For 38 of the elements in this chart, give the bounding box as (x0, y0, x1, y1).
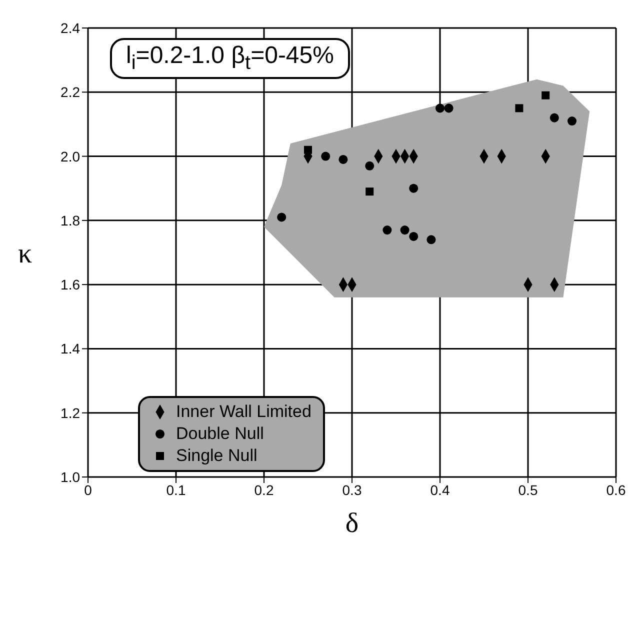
y-axis-title: κ (18, 238, 32, 270)
point (365, 161, 374, 170)
point (542, 91, 550, 100)
point (444, 104, 454, 113)
point (515, 104, 524, 112)
y-tick-label: 2.2 (60, 84, 80, 100)
text: l$_{i}$=0.2-1.0 β$_{t}$=0-45% (110, 38, 350, 79)
point (366, 188, 374, 196)
x-tick-label: 0.5 (518, 482, 538, 498)
point (400, 226, 410, 235)
y-tick-label: 2.4 (60, 20, 80, 36)
point (567, 116, 577, 126)
y-tick-label: 1.6 (60, 276, 80, 293)
x-tick-label: 0 (84, 482, 92, 498)
y-tick-label: 2.0 (60, 148, 80, 164)
x-tick-label: 0.3 (342, 482, 362, 498)
x-axis-title: δ (345, 508, 359, 539)
y-tick-label: 1.8 (60, 212, 80, 228)
point (550, 113, 559, 122)
point (277, 212, 286, 222)
point (304, 146, 312, 154)
point (321, 152, 330, 161)
x-tick-label: 0.1 (166, 482, 186, 498)
point (409, 184, 418, 193)
point (382, 226, 392, 235)
legend-label: Double Null (176, 422, 264, 444)
x-tick-label: 0.6 (606, 482, 626, 498)
point (409, 232, 418, 241)
x-tick-label: 0.4 (430, 482, 450, 498)
point (338, 154, 348, 164)
legend-label: Single Null (176, 444, 258, 466)
point (426, 235, 436, 244)
y-tick-label: 1.2 (60, 404, 80, 421)
legend-label: Inner Wall Limited (176, 400, 312, 422)
y-tick-label: 1.4 (60, 340, 80, 357)
x-tick-label: 0.2 (254, 482, 274, 498)
y-tick-label: 1.0 (60, 468, 80, 485)
point (435, 104, 445, 113)
